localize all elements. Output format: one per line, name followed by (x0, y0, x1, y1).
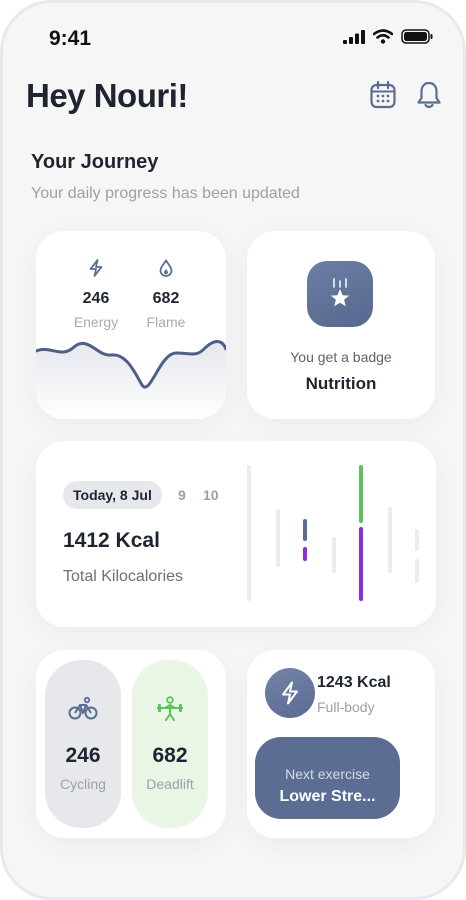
bell-icon (417, 81, 441, 109)
cycling-tile[interactable]: 246 Cycling (45, 660, 121, 828)
activity-bar (332, 537, 336, 573)
kcal-label: Total Kilocalories (63, 568, 184, 585)
activity-bar (359, 465, 363, 523)
deadlift-icon-wrap (132, 696, 208, 722)
activity-bar (415, 559, 419, 583)
energy-label: Energy (73, 314, 119, 330)
activity-bar (303, 547, 307, 561)
kcal-value: 1412 Kcal (63, 529, 160, 552)
cycling-label: Cycling (60, 776, 106, 792)
page-title: Hey Nouri! (26, 77, 188, 114)
status-icons (343, 29, 433, 44)
next-exercise-button[interactable]: Next exercise Lower Stre... (255, 737, 400, 819)
cycling-value: 246 (65, 744, 101, 767)
activity-bar (276, 509, 280, 567)
badge-tile (307, 261, 373, 327)
activity-bar (415, 529, 419, 551)
next-exercise-card: 1243 Kcal Full-body Next exercise Lower … (247, 650, 435, 838)
deadlift-label: Deadlift (146, 776, 194, 792)
bolt-badge (265, 668, 315, 718)
stats-card[interactable]: 246 Energy 682 Flame (36, 231, 226, 419)
signal-icon (343, 29, 365, 44)
flame-icon (159, 259, 173, 277)
flame-value: 682 (152, 290, 180, 307)
section-title: Your Journey (31, 151, 159, 173)
star-badge-icon (330, 278, 350, 307)
activities-card: 246 Cycling 682 Deadlift (36, 650, 226, 838)
activity-bar (388, 507, 392, 573)
next-kcal: 1243 Kcal (317, 674, 391, 691)
date-selected[interactable]: Today, 8 Jul (63, 481, 162, 509)
activity-bar (359, 527, 363, 601)
flame-stat: 682 Flame (126, 259, 206, 330)
activity-bar (247, 465, 251, 601)
activity-bar (303, 519, 307, 541)
energy-stat: 246 Energy (56, 259, 136, 330)
bicycle-icon (68, 696, 98, 720)
weightlifting-icon (157, 696, 183, 721)
status-bar: 9:41 (3, 3, 463, 73)
calendar-icon (370, 81, 396, 109)
notifications-button[interactable] (414, 79, 444, 111)
kcal-card[interactable]: Today, 8 Jul 9 10 1412 Kcal Total Kiloca… (36, 441, 436, 627)
date-option[interactable]: 9 (178, 487, 186, 503)
date-option[interactable]: 10 (203, 487, 219, 503)
badge-title: Nutrition (305, 374, 377, 393)
battery-icon (401, 29, 433, 44)
deadlift-value: 682 (152, 744, 188, 767)
cycling-icon-wrap (45, 696, 121, 720)
wifi-icon (373, 29, 393, 44)
bolt-icon (282, 681, 298, 705)
next-sub: Full-body (317, 699, 375, 715)
bolt-icon (89, 259, 103, 277)
calendar-button[interactable] (368, 79, 398, 111)
status-time: 9:41 (49, 27, 92, 50)
badge-caption: You get a badge (290, 349, 392, 365)
flame-label: Flame (146, 314, 186, 330)
deadlift-tile[interactable]: 682 Deadlift (132, 660, 208, 828)
next-exercise-title: Lower Stre... (279, 788, 376, 805)
section-subtitle: Your daily progress has been updated (31, 185, 300, 202)
badge-card[interactable]: You get a badge Nutrition (247, 231, 435, 419)
wave-chart (36, 340, 226, 419)
next-exercise-caption: Next exercise (285, 766, 370, 782)
energy-value: 246 (82, 290, 110, 307)
